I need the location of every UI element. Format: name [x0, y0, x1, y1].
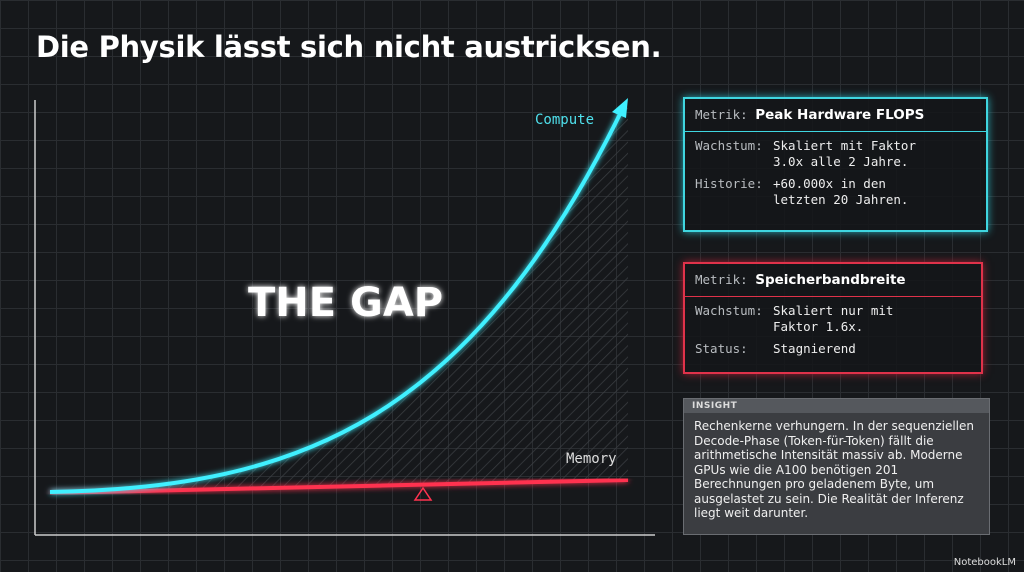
row-text: Skaliert nur mit Faktor 1.6x.: [773, 303, 894, 334]
row-key: Status:: [695, 341, 748, 356]
warning-icon: [413, 486, 433, 501]
memory-card: Metrik: Speicherbandbreite Wachstum: Skal…: [683, 262, 983, 374]
memory-label: Memory: [566, 451, 617, 467]
compute-card: Metrik: Peak Hardware FLOPS Wachstum: Ska…: [683, 97, 988, 232]
insight-text: Rechenkerne verhungern. In der sequenzie…: [694, 419, 975, 520]
gap-label: THE GAP: [248, 280, 443, 326]
compute-arrow: [612, 98, 628, 118]
brand: NotebookLM: [953, 557, 1016, 568]
title: Die Physik lässt sich nicht austricksen.: [36, 30, 662, 64]
card-label: Metrik:: [695, 107, 748, 122]
compute-label: Compute: [535, 112, 594, 128]
compute-curve: [49, 109, 624, 494]
row-key: Wachstum:: [695, 303, 763, 318]
card-value: Peak Hardware FLOPS: [755, 107, 925, 123]
row-key: Historie:: [695, 176, 763, 191]
row-key: Wachstum:: [695, 138, 763, 153]
row-text: Skaliert mit Faktor 3.0x alle 2 Jahre.: [773, 138, 916, 169]
gap-area: [50, 100, 628, 493]
card-label: Metrik:: [695, 272, 748, 287]
insight-label: INSIGHT: [684, 399, 989, 413]
insight-box: INSIGHT Rechenkerne verhungern. In der s…: [683, 398, 990, 535]
memory-curve: [49, 478, 629, 495]
row-text: Stagnierend: [773, 341, 856, 356]
row-text: +60.000x in den letzten 20 Jahren.: [773, 176, 909, 207]
card-value: Speicherbandbreite: [755, 272, 906, 288]
